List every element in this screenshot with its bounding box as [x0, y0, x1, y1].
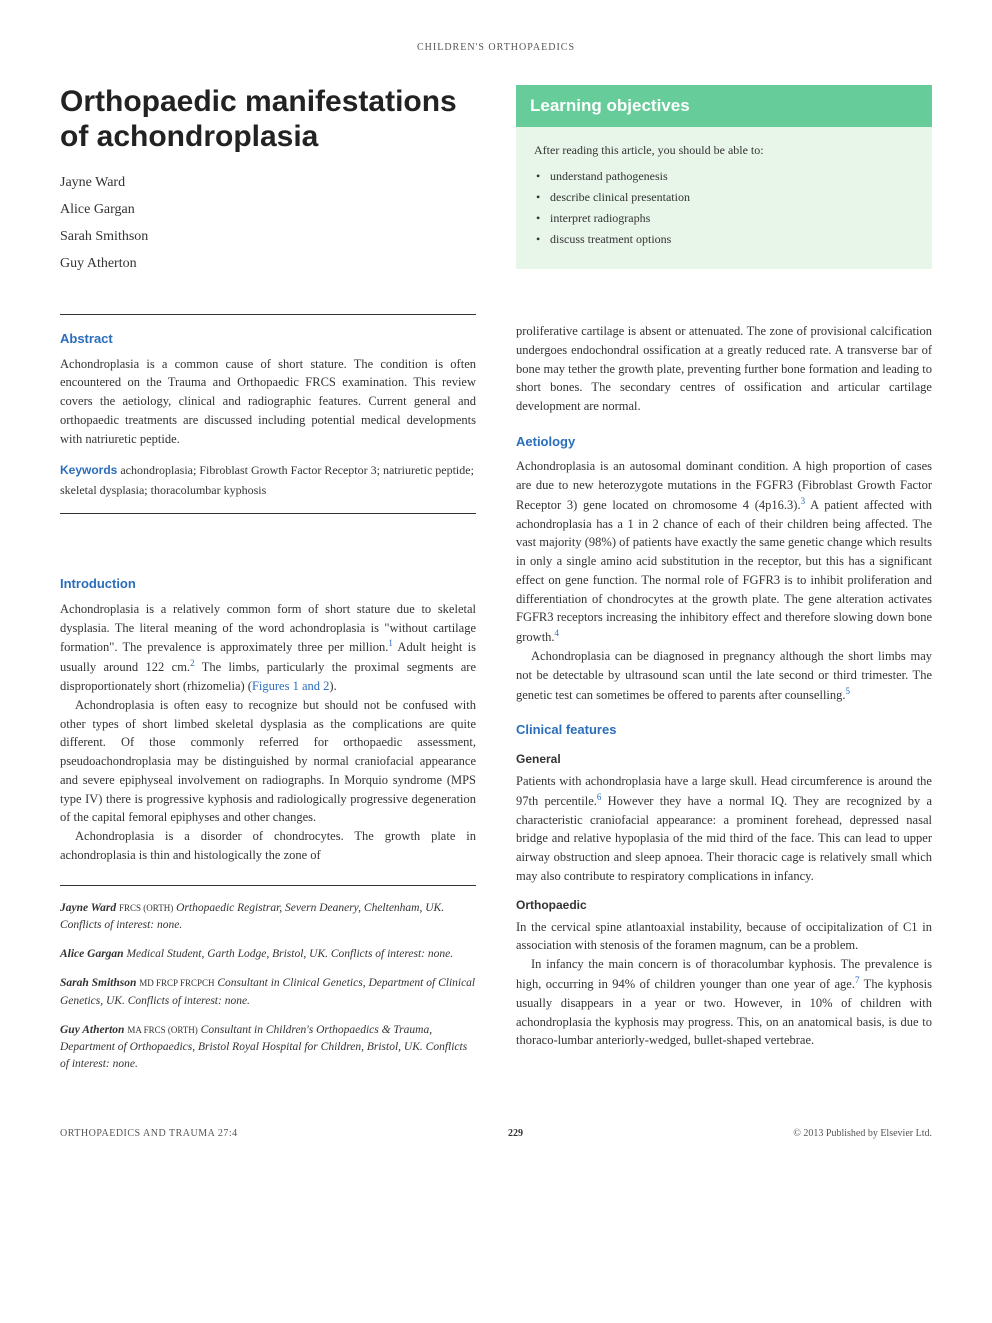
bio-cred: MD FRCP FRCPCH — [139, 978, 214, 988]
keywords-text: achondroplasia; Fibroblast Growth Factor… — [60, 463, 474, 497]
text: A patient affected with achondroplasia h… — [516, 498, 932, 644]
aetiology-heading: Aetiology — [516, 432, 932, 452]
author-1: Jayne Ward — [60, 172, 476, 193]
learning-box-header: Learning objectives — [516, 85, 932, 127]
author-4: Guy Atherton — [60, 253, 476, 274]
bio-text: Medical Student, Garth Lodge, Bristol, U… — [124, 948, 454, 960]
learning-item: interpret radiographs — [534, 209, 914, 227]
aetiology-para-1: Achondroplasia is an autosomal dominant … — [516, 457, 932, 647]
figure-ref[interactable]: Figures 1 and 2 — [252, 679, 329, 693]
bio-cred: MA FRCS (Orth) — [127, 1025, 197, 1035]
header-category: CHILDREN'S ORTHOPAEDICS — [60, 40, 932, 55]
clinical-heading: Clinical features — [516, 720, 932, 740]
general-subheading: General — [516, 750, 932, 768]
abstract-heading: Abstract — [60, 329, 476, 349]
top-section: Orthopaedic manifestations of achondropl… — [60, 85, 932, 280]
separator — [60, 885, 476, 886]
bio-cred: FRCS (Orth) — [119, 903, 173, 913]
keywords-label: Keywords — [60, 463, 117, 477]
bio-name: Alice Gargan — [60, 948, 124, 960]
article-title: Orthopaedic manifestations of achondropl… — [60, 85, 476, 154]
main-columns: Abstract Achondroplasia is a common caus… — [60, 300, 932, 1086]
separator — [60, 513, 476, 514]
learning-box-column: Learning objectives After reading this a… — [516, 85, 932, 280]
author-3: Sarah Smithson — [60, 226, 476, 247]
continuation-para: proliferative cartilage is absent or att… — [516, 322, 932, 416]
footer-page: 229 — [508, 1126, 523, 1141]
ortho-para-2: In infancy the main concern is of thorac… — [516, 955, 932, 1050]
page-footer: ORTHOPAEDICS AND TRAUMA 27:4 229 © 2013 … — [60, 1126, 932, 1141]
learning-item: describe clinical presentation — [534, 188, 914, 206]
introduction-heading: Introduction — [60, 574, 476, 594]
author-bio-3: Sarah Smithson MD FRCP FRCPCH Consultant… — [60, 975, 476, 1010]
separator — [60, 314, 476, 315]
bio-name: Sarah Smithson — [60, 977, 136, 989]
intro-para-1: Achondroplasia is a relatively common fo… — [60, 600, 476, 696]
learning-item: understand pathogenesis — [534, 167, 914, 185]
author-bio-2: Alice Gargan Medical Student, Garth Lodg… — [60, 946, 476, 963]
keywords-block: Keywords achondroplasia; Fibroblast Grow… — [60, 460, 476, 499]
author-bio-1: Jayne Ward FRCS (Orth) Orthopaedic Regis… — [60, 900, 476, 935]
ref-5[interactable]: 5 — [846, 686, 851, 696]
ortho-para-1: In the cervical spine atlantoaxial insta… — [516, 918, 932, 956]
abstract-text: Achondroplasia is a common cause of shor… — [60, 355, 476, 449]
right-column: proliferative cartilage is absent or att… — [516, 300, 932, 1086]
general-para: Patients with achondroplasia have a larg… — [516, 772, 932, 886]
title-column: Orthopaedic manifestations of achondropl… — [60, 85, 476, 280]
learning-objectives-box: Learning objectives After reading this a… — [516, 85, 932, 269]
learning-intro: After reading this article, you should b… — [534, 141, 914, 159]
text: Achondroplasia can be diagnosed in pregn… — [516, 649, 932, 702]
bio-name: Guy Atherton — [60, 1024, 124, 1036]
aetiology-para-2: Achondroplasia can be diagnosed in pregn… — [516, 647, 932, 704]
learning-box-body: After reading this article, you should b… — [516, 127, 932, 269]
orthopaedic-subheading: Orthopaedic — [516, 896, 932, 914]
author-bio-4: Guy Atherton MA FRCS (Orth) Consultant i… — [60, 1022, 476, 1074]
ref-4[interactable]: 4 — [555, 628, 560, 638]
text: ). — [329, 679, 336, 693]
intro-para-2: Achondroplasia is often easy to recogniz… — [60, 696, 476, 827]
learning-list: understand pathogenesis describe clinica… — [534, 167, 914, 248]
bio-name: Jayne Ward — [60, 902, 116, 914]
bio-text: Orthopaedic Registrar, Severn Deanery, C… — [60, 902, 444, 931]
author-2: Alice Gargan — [60, 199, 476, 220]
learning-item: discuss treatment options — [534, 230, 914, 248]
left-column: Abstract Achondroplasia is a common caus… — [60, 300, 476, 1086]
footer-journal: ORTHOPAEDICS AND TRAUMA 27:4 — [60, 1126, 238, 1141]
intro-para-3: Achondroplasia is a disorder of chondroc… — [60, 827, 476, 865]
footer-copyright: © 2013 Published by Elsevier Ltd. — [793, 1126, 932, 1141]
